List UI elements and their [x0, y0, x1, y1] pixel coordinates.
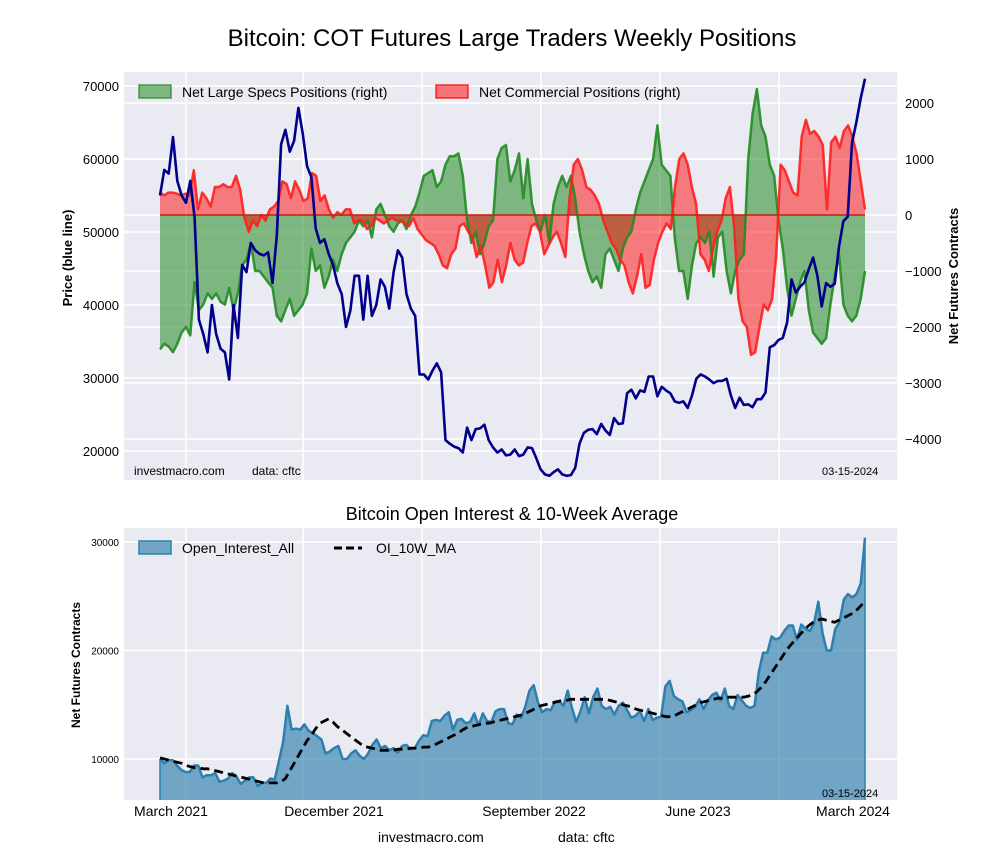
right-ytick-label: 2000	[905, 96, 934, 111]
top-plot-area	[124, 72, 898, 480]
open-interest-line	[159, 537, 867, 788]
xtick-label: December 2021	[284, 803, 384, 819]
legend-label-large-specs: Net Large Specs Positions (right)	[182, 84, 387, 100]
top-panel: Bitcoin: COT Futures Large Traders Weekl…	[60, 25, 961, 480]
oi-ma-dashed-line	[159, 599, 867, 785]
left-ytick-label: 70000	[83, 79, 119, 94]
legend-label-oi-ma: OI_10W_MA	[376, 540, 457, 556]
legend-label-commercial: Net Commercial Positions (right)	[479, 84, 681, 100]
bottom-legend: Open_Interest_All OI_10W_MA	[138, 540, 457, 556]
left-ytick-label: 60000	[83, 152, 119, 167]
bottom-ytick-label: 10000	[91, 755, 119, 766]
bottom-data-label: data: cftc	[558, 829, 615, 845]
bottom-ytick-label: 20000	[91, 647, 119, 658]
top-source-label: investmacro.com	[134, 464, 225, 478]
commercial-area	[160, 119, 865, 355]
bottom-ytick-label: 30000	[91, 538, 119, 549]
top-date-label: 03-15-2024	[822, 466, 878, 478]
bottom-yticks: 10000 20000 30000	[91, 538, 119, 766]
left-ytick-label: 40000	[83, 298, 119, 313]
right-ytick-label: −3000	[905, 376, 942, 391]
top-data-label: data: cftc	[252, 464, 301, 478]
open-interest-fill	[160, 537, 865, 800]
price-line	[158, 78, 867, 478]
top-ylabel: Price (blue line)	[60, 210, 75, 307]
top-legend: Net Large Specs Positions (right) Net Co…	[138, 84, 681, 100]
legend-swatch-commercial	[435, 84, 469, 99]
bottom-panel: Bitcoin Open Interest & 10-Week Average …	[69, 504, 899, 845]
bottom-source-label: investmacro.com	[378, 829, 484, 845]
bottom-xticks: March 2021 December 2021 September 2022 Jun…	[134, 803, 890, 819]
bottom-ylabel: Net Futures Contracts	[69, 602, 83, 728]
right-ytick-label: 0	[905, 208, 912, 223]
top-right-yticks: −4000 −3000 −2000 −1000 0 1000 2000	[905, 96, 942, 447]
legend-label-open-interest: Open_Interest_All	[182, 540, 294, 556]
left-ytick-label: 50000	[83, 225, 119, 240]
xtick-label: September 2022	[482, 803, 586, 819]
open-interest-area	[159, 537, 867, 800]
oi-ma-line	[159, 599, 867, 785]
large-specs-line	[159, 87, 867, 354]
right-ytick-label: −1000	[905, 264, 942, 279]
left-ytick-label: 20000	[83, 444, 119, 459]
right-ytick-label: −2000	[905, 320, 942, 335]
price-line-series	[158, 78, 867, 478]
right-ytick-label: −4000	[905, 432, 942, 447]
top-chart-title: Bitcoin: COT Futures Large Traders Weekl…	[228, 25, 797, 52]
xtick-label: March 2021	[134, 803, 208, 819]
left-ytick-label: 30000	[83, 371, 119, 386]
xtick-label: March 2024	[816, 803, 890, 819]
top-ylabel-right: Net Futures Contracts	[946, 208, 961, 345]
top-left-yticks: 20000 30000 40000 50000 60000 70000	[83, 79, 119, 459]
xtick-label: June 2023	[665, 803, 731, 819]
legend-swatch-open-interest	[138, 540, 172, 555]
bottom-chart-title: Bitcoin Open Interest & 10-Week Average	[346, 504, 679, 524]
bottom-date-label: 03-15-2024	[822, 788, 878, 800]
right-ytick-label: 1000	[905, 152, 934, 167]
legend-swatch-large-specs	[138, 84, 172, 99]
